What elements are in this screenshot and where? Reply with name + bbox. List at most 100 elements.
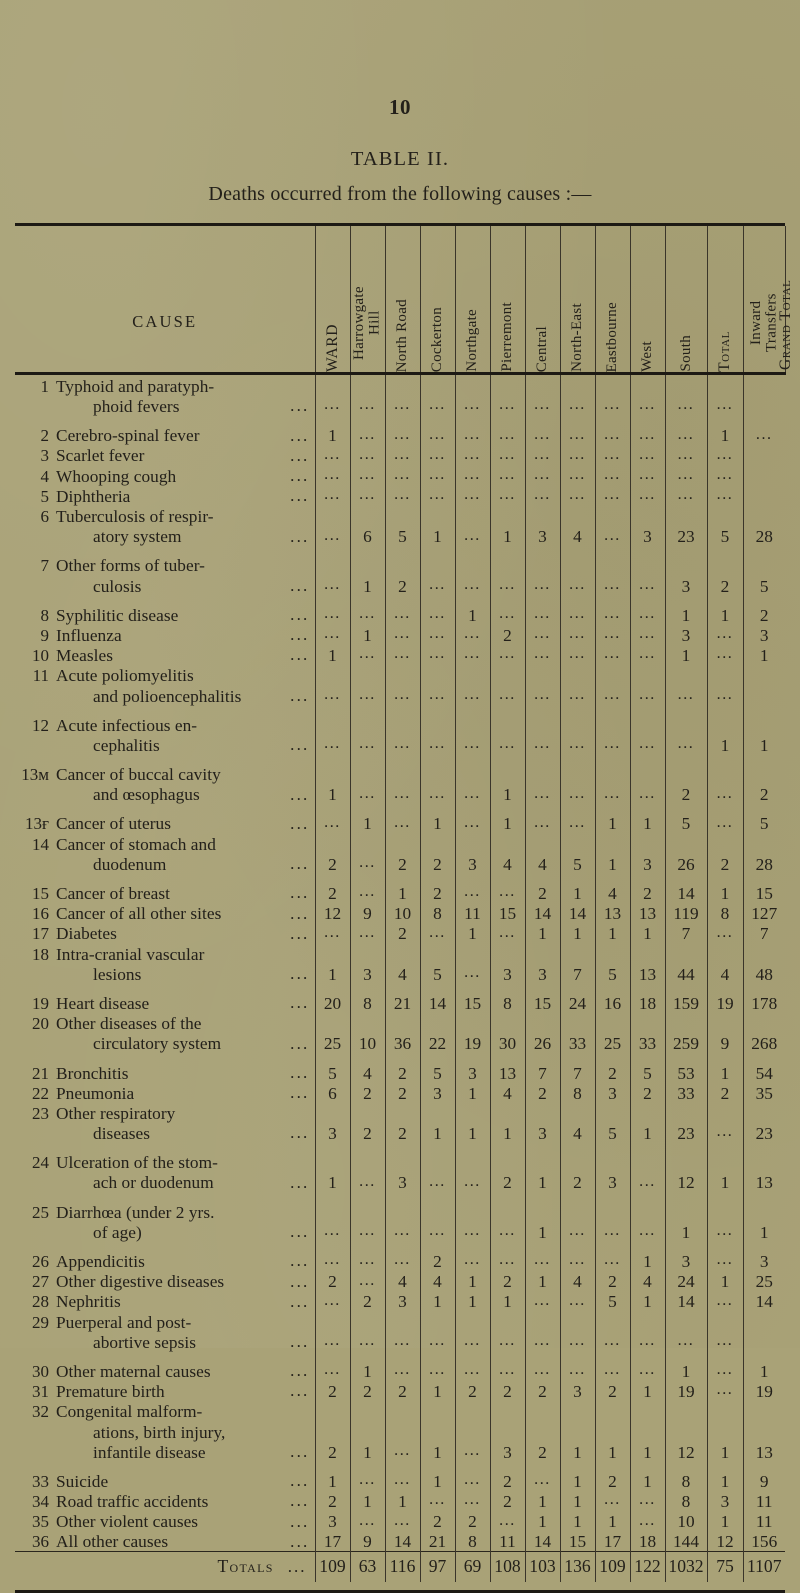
value-cell: ... <box>559 1250 595 1271</box>
value-cell: ... <box>559 603 595 625</box>
value-cell: 1 <box>706 1171 743 1192</box>
value-cell-empty <box>384 942 420 963</box>
totals-value-cell: 116 <box>384 1551 420 1582</box>
no-data-dots: ... <box>464 445 481 463</box>
cause-number: 2 <box>40 426 50 446</box>
value-cell: 15 <box>559 1530 595 1552</box>
value-cell: ... <box>524 1470 560 1491</box>
no-data-dots: ... <box>639 1222 656 1240</box>
value-cell-empty <box>706 554 743 575</box>
totals-value-cell: 108 <box>489 1551 525 1582</box>
cause-label-line: lesions <box>93 964 142 984</box>
no-data-dots: ... <box>394 1361 411 1379</box>
value-cell: 8 <box>559 1081 595 1102</box>
value-cell: 12 <box>664 1440 707 1461</box>
value-cell: ... <box>384 484 420 506</box>
value-cell: 1 <box>594 1440 630 1461</box>
cause-label-line: Cancer of uterus <box>56 814 172 834</box>
value-cell-empty <box>419 554 455 575</box>
cause-label-line: Diarrhœa (under 2 yrs. <box>56 1202 215 1222</box>
row-spacer-cell <box>742 983 785 993</box>
no-data-dots: ... <box>464 465 481 483</box>
value-cell-empty <box>489 375 525 396</box>
value-cell: ... <box>629 464 665 485</box>
value-cell-empty <box>314 1151 350 1172</box>
row-spacer-cell <box>384 704 420 714</box>
value-cell: 3 <box>664 624 707 645</box>
no-data-dots: ... <box>569 605 586 623</box>
row-spacer-cell <box>629 1241 665 1251</box>
value-cell: 33 <box>664 1081 707 1102</box>
row-spacer-cell <box>524 1191 560 1201</box>
value-cell <box>742 1330 785 1352</box>
value-cell: 1 <box>742 644 785 665</box>
no-data-dots: ... <box>429 1332 446 1350</box>
row-spacer-cell <box>454 1191 490 1201</box>
value-cell: ... <box>524 684 560 705</box>
no-data-dots: ... <box>464 1442 481 1459</box>
value-cell: 14 <box>524 902 560 923</box>
value-cell: 1 <box>706 424 743 445</box>
cause-label-cell: ach or duodenum... <box>15 1172 315 1192</box>
value-cell-empty <box>594 505 630 526</box>
table-row: 10 Measles... 1...........................… <box>15 644 785 664</box>
value-cell-empty <box>349 832 385 853</box>
value-cell: ... <box>559 395 595 416</box>
cause-label-line: Diphtheria <box>56 486 131 506</box>
value-cell: ... <box>629 1510 665 1531</box>
table-row: diseases... 3 2 2 1 1 1 3 4 5 1 23... 23 <box>15 1122 785 1142</box>
no-data-dots: ... <box>324 465 341 483</box>
value-cell: 11 <box>489 1530 525 1552</box>
leader-dots: ... <box>290 784 310 804</box>
cause-number: 7 <box>40 556 50 576</box>
totals-value-cell: 75 <box>706 1551 743 1582</box>
cause-label-line: atory system <box>93 527 182 547</box>
value-cell: ... <box>594 424 630 445</box>
value-cell-empty <box>419 505 455 526</box>
value-cell-empty <box>349 942 385 963</box>
value-cell-empty <box>314 1310 350 1331</box>
value-cell: ... <box>629 395 665 416</box>
value-cell-empty <box>706 832 743 853</box>
value-cell: 1 <box>349 624 385 645</box>
value-cell: 4 <box>384 962 420 984</box>
value-cell-empty <box>742 1420 785 1441</box>
value-cell: ... <box>594 1490 630 1511</box>
value-cell: 4 <box>419 1270 455 1291</box>
value-cell <box>742 395 785 416</box>
cause-label-cell: cephalitis... <box>15 734 315 754</box>
row-spacer-cell <box>314 545 350 555</box>
row-spacer-cell <box>384 803 420 813</box>
column-header-pierremont-label: Pierremont <box>499 302 515 372</box>
no-data-dots: ... <box>464 964 481 982</box>
value-cell-empty <box>742 942 785 963</box>
value-cell-empty <box>489 1420 525 1441</box>
value-cell: 5 <box>384 525 420 546</box>
value-cell: ... <box>489 1360 525 1381</box>
value-cell-empty <box>594 375 630 396</box>
no-data-dots: ... <box>604 425 621 443</box>
cause-number: 22 <box>32 1083 49 1103</box>
no-data-dots: ... <box>324 923 341 941</box>
value-cell: 8 <box>664 1490 707 1511</box>
value-cell: 8 <box>489 992 525 1013</box>
value-cell-empty <box>594 554 630 575</box>
leader-dots: ... <box>290 1491 310 1511</box>
value-cell-empty <box>524 1310 560 1331</box>
value-cell: ... <box>489 444 525 465</box>
no-data-dots: ... <box>464 1222 481 1240</box>
row-spacer-cell <box>454 1461 490 1470</box>
column-header-inward-transfers-label: Inward Transfers <box>747 293 779 353</box>
cause-label-line: Other violent causes <box>56 1512 199 1532</box>
value-cell: 25 <box>594 1032 630 1053</box>
value-cell: ... <box>664 734 707 755</box>
value-cell-empty <box>454 554 490 575</box>
cause-label-line: culosis <box>93 576 142 596</box>
row-spacer-cell <box>349 873 385 883</box>
no-data-dots: ... <box>639 685 656 703</box>
row-spacer-cell <box>594 545 630 555</box>
value-cell: 2 <box>706 1081 743 1102</box>
cause-label-cell: 27 Other digestive diseases... <box>15 1270 315 1291</box>
value-cell-empty <box>384 832 420 853</box>
value-cell-empty <box>664 832 707 853</box>
